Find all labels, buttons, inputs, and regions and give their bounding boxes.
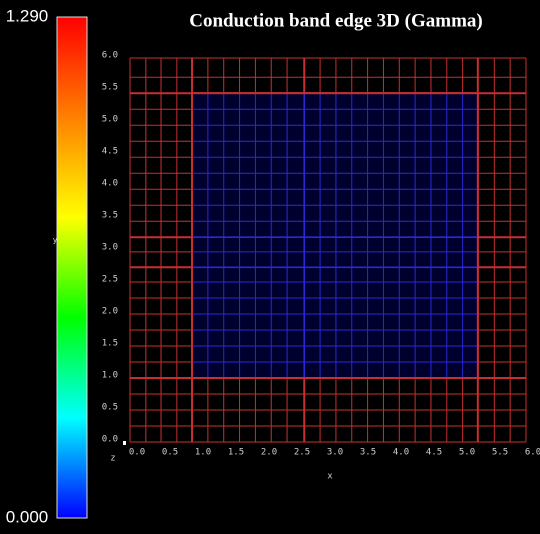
region [192,93,478,378]
colorbar [56,16,88,519]
region-mesh [192,93,478,378]
x-tick-label: 1.5 [228,448,244,458]
x-tick-label: 0.5 [162,448,178,458]
axis-origin-marker [123,441,126,445]
y-tick-label: 6.0 [102,51,118,61]
x-tick-label: 1.0 [195,448,211,458]
y-tick-label: 0.5 [102,403,118,413]
x-tick-label: 2.0 [261,448,277,458]
y-axis-label: y [53,236,58,245]
x-tick-label: 3.5 [360,448,376,458]
y-tick-label: 1.0 [102,371,118,381]
y-tick-label: 0.0 [102,435,118,445]
y-tick-label: 1.5 [102,339,118,349]
z-axis-label: z [110,454,115,464]
x-tick-label: 6.0 [525,448,540,458]
region-border [191,92,479,379]
y-tick-label: 2.5 [102,275,118,285]
chart-title: Conduction band edge 3D (Gamma) [189,10,482,31]
y-tick-label: 5.0 [102,115,118,125]
x-tick-label: 3.0 [327,448,343,458]
y-tick-label: 4.5 [102,147,118,157]
x-tick-label: 5.0 [459,448,475,458]
y-tick-label: 3.5 [102,211,118,221]
y-tick-label: 3.0 [102,243,118,253]
y-tick-label: 4.0 [102,179,118,189]
colorbar-label: 1.290 [6,6,49,25]
x-tick-label: 4.5 [426,448,442,458]
y-tick-label: 2.0 [102,307,118,317]
x-axis-label: x [327,472,333,482]
y-tick-label: 5.5 [102,83,118,93]
x-tick-label: 5.5 [492,448,508,458]
colorbar-label: 0.000 [6,507,49,526]
x-tick-label: 4.0 [393,448,409,458]
x-tick-label: 2.5 [294,448,310,458]
x-tick-label: 0.0 [129,448,145,458]
